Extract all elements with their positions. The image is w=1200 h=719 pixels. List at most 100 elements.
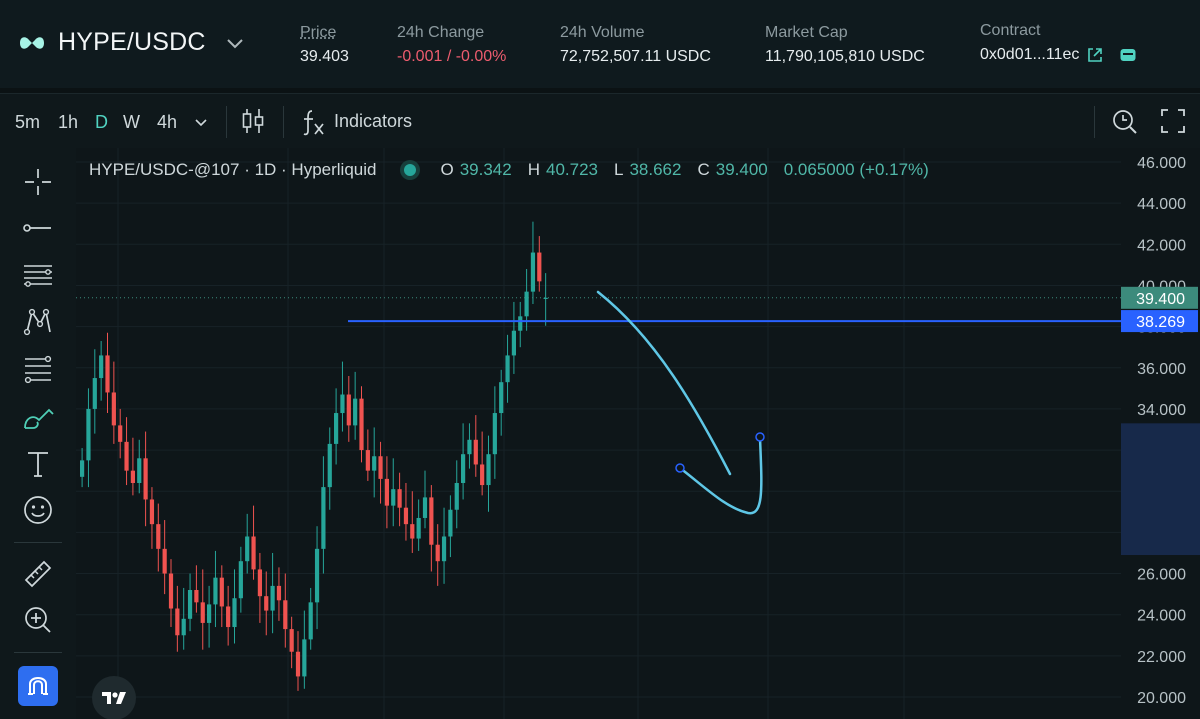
y-tick-label: 22.000 [1137, 649, 1186, 666]
candle-body [448, 509, 453, 537]
crosshair-tool[interactable] [18, 162, 58, 202]
candle-body [118, 425, 123, 442]
timeframe-d[interactable]: D [95, 112, 108, 132]
marketcap-label: Market Cap [765, 24, 848, 41]
chevron-down-icon[interactable] [224, 32, 246, 54]
timeframe-w[interactable]: W [123, 112, 140, 132]
candle-body [327, 443, 332, 488]
candle-body [524, 291, 529, 317]
alert-clock-icon[interactable] [1110, 106, 1140, 136]
candle-body [308, 602, 313, 640]
legend-open-label: O [440, 160, 454, 179]
candle-body [289, 629, 294, 652]
price-value: 39.403 [300, 48, 349, 65]
y-tick-label: 34.000 [1137, 402, 1186, 419]
timeframe-chevron-down-icon[interactable] [192, 113, 210, 131]
candle-body [397, 489, 402, 508]
candle-body [435, 544, 440, 562]
legend-high-label: H [527, 160, 540, 179]
horizontal-line-label: 38.269 [1136, 314, 1185, 331]
fib-tool[interactable] [18, 350, 58, 390]
volume-label: 24h Volume [560, 24, 645, 41]
legend-symbol: HYPE/USDC-@107 · 1D · Hyperliquid [89, 160, 377, 179]
candle-body [143, 458, 148, 500]
tradingview-logo[interactable] [92, 676, 136, 719]
candle-body [530, 252, 536, 292]
candle-body [365, 450, 370, 471]
toolbar-divider [1094, 106, 1095, 138]
timeframe-4h[interactable]: 4h [157, 112, 178, 132]
candle-body [492, 413, 497, 455]
indicators-fx-icon[interactable] [300, 107, 328, 137]
candle-body [175, 608, 180, 636]
pair-selector[interactable]: HYPE/USDC [18, 28, 246, 57]
candle-body [238, 561, 243, 599]
text-tool[interactable] [18, 444, 58, 484]
horizontal-lines-tool[interactable] [18, 256, 58, 296]
candle-body [149, 499, 155, 525]
candle-body [543, 297, 548, 300]
candle-body [80, 460, 85, 477]
emoji-tool[interactable] [18, 490, 58, 530]
contract-value[interactable]: 0x0d01...11ec [980, 46, 1080, 63]
marketcap-value: 11,790,105,810 USDC [765, 48, 925, 65]
contract-stat: Contract 0x0d01...11ec [980, 22, 1137, 64]
candle-body [156, 524, 161, 549]
legend-close: 39.400 [715, 160, 768, 179]
candle-body [499, 382, 504, 414]
last-price-label: 39.400 [1136, 291, 1185, 308]
wallet-icon[interactable] [1119, 47, 1137, 63]
pattern-icon [23, 308, 51, 336]
candle-body [473, 439, 478, 465]
horizontal-line-tag [1121, 310, 1198, 333]
candlestick-chart-icon[interactable] [240, 106, 266, 136]
last-price-tag [1121, 286, 1198, 309]
candle-body [467, 439, 472, 455]
candle-body [302, 639, 307, 677]
external-link-icon[interactable] [1087, 47, 1103, 63]
candle-body [384, 478, 389, 506]
pattern-tool[interactable] [18, 302, 58, 342]
chart-area[interactable]: 46.00044.00042.00040.00038.00036.00034.0… [76, 148, 1200, 719]
legend-high: 40.723 [545, 160, 598, 179]
candle-body [162, 548, 167, 574]
ticker-bar: HYPE/USDC Price 39.403 24h Change -0.001… [0, 0, 1200, 88]
line-tool-icon [23, 224, 51, 232]
zoom-tool[interactable] [18, 600, 58, 640]
candle-body [245, 536, 250, 562]
contract-label: Contract [980, 22, 1041, 39]
fullscreen-icon[interactable] [1160, 108, 1186, 134]
candle-body [92, 378, 97, 409]
candle-body [283, 600, 288, 630]
crosshair-icon [25, 169, 51, 195]
candlestick-chart[interactable]: 46.00044.00042.00040.00038.00036.00034.0… [76, 148, 1200, 719]
timeframe-5m[interactable]: 5m [15, 112, 41, 132]
ruler-tool[interactable] [18, 554, 58, 594]
indicators-button[interactable]: Indicators [334, 111, 413, 131]
candle-body [480, 464, 485, 486]
candle-body [270, 585, 275, 611]
change-value: -0.001 / -0.00% [397, 48, 507, 65]
smiley-icon [24, 496, 52, 524]
legend-low-label: L [613, 160, 624, 179]
magnet-mode-button[interactable] [18, 666, 58, 706]
candle-body [461, 454, 466, 483]
candle-body [537, 252, 542, 282]
candle-body [295, 651, 301, 677]
drawing-handle [675, 463, 685, 473]
volume-stat: 24h Volume 72,752,507.11 USDC [560, 24, 711, 66]
candle-body [410, 524, 415, 539]
legend-open: 39.342 [459, 160, 512, 179]
timeframe-1h[interactable]: 1h [58, 112, 79, 132]
candle-body [334, 413, 339, 444]
marketcap-stat: Market Cap 11,790,105,810 USDC [765, 24, 925, 66]
chart-toolbar: 5m 1h D W 4h Indicators [0, 93, 1200, 148]
candle-body [130, 470, 135, 483]
y-tick-label: 36.000 [1137, 361, 1186, 378]
candle-body [518, 316, 523, 331]
y-tick-label: 44.000 [1137, 196, 1186, 213]
brush-tool[interactable] [18, 398, 58, 438]
trend-line-tool[interactable] [18, 208, 58, 248]
candle-body [359, 398, 364, 451]
candle-body [105, 355, 110, 393]
